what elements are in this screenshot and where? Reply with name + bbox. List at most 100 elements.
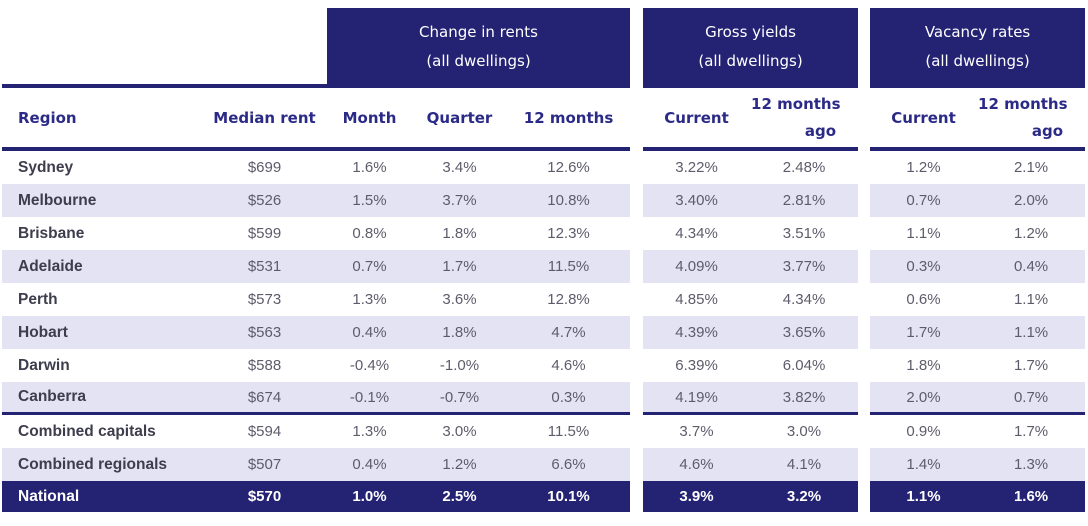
value-cell: 3.7% bbox=[412, 184, 507, 217]
group-header-row: Change in rents (all dwellings) Gross yi… bbox=[2, 8, 1086, 88]
value-cell: 12.6% bbox=[507, 151, 631, 184]
column-header-median-rent: Median rent bbox=[202, 88, 327, 151]
column-header-vac-12-months-ago: 12 months ago bbox=[977, 88, 1086, 151]
value-cell: 1.1% bbox=[977, 283, 1086, 316]
value-cell: $594 bbox=[202, 415, 327, 448]
value-cell: 1.6% bbox=[977, 481, 1086, 512]
group-title: Vacancy rates bbox=[924, 22, 1031, 41]
column-gap bbox=[858, 184, 871, 217]
column-gap bbox=[858, 382, 871, 415]
value-cell: 4.6% bbox=[643, 448, 751, 481]
value-cell: 3.0% bbox=[412, 415, 507, 448]
group-subtitle: (all dwellings) bbox=[925, 51, 1030, 70]
value-cell: 4.7% bbox=[507, 316, 631, 349]
value-cell: 0.9% bbox=[870, 415, 978, 448]
region-cell: National bbox=[2, 481, 202, 512]
region-cell: Brisbane bbox=[2, 217, 202, 250]
group-title: Change in rents bbox=[419, 22, 538, 41]
value-cell: 3.40% bbox=[643, 184, 751, 217]
value-cell: -1.0% bbox=[412, 349, 507, 382]
column-gap bbox=[858, 415, 871, 448]
table-row: Adelaide $531 0.7% 1.7% 11.5% 4.09% 3.77% 0.3% 0… bbox=[2, 250, 1086, 283]
column-gap bbox=[858, 151, 871, 184]
column-gap bbox=[858, 283, 871, 316]
value-cell: 3.22% bbox=[643, 151, 751, 184]
value-cell: 2.1% bbox=[977, 151, 1086, 184]
value-cell: $699 bbox=[202, 151, 327, 184]
value-cell: $573 bbox=[202, 283, 327, 316]
column-header-region: Region bbox=[2, 88, 202, 151]
column-header-12-months: 12 months bbox=[507, 88, 631, 151]
value-cell: 3.6% bbox=[412, 283, 507, 316]
group-header-empty bbox=[2, 8, 327, 88]
column-gap bbox=[858, 448, 871, 481]
group-header-change-in-rents: Change in rents (all dwellings) bbox=[327, 8, 631, 88]
value-cell: 1.4% bbox=[870, 448, 978, 481]
value-cell: $526 bbox=[202, 184, 327, 217]
column-gap bbox=[858, 217, 871, 250]
column-gap bbox=[858, 88, 871, 151]
value-cell: 4.09% bbox=[643, 250, 751, 283]
value-cell: 3.77% bbox=[750, 250, 859, 283]
value-cell: 3.4% bbox=[412, 151, 507, 184]
table-row: Combined capitals $594 1.3% 3.0% 11.5% 3.7% 3.… bbox=[2, 415, 1086, 448]
value-cell: 1.7% bbox=[977, 415, 1086, 448]
value-cell: 3.0% bbox=[750, 415, 859, 448]
page: Change in rents (all dwellings) Gross yi… bbox=[2, 8, 1086, 512]
column-gap bbox=[630, 316, 644, 349]
column-gap bbox=[630, 415, 644, 448]
value-cell: $588 bbox=[202, 349, 327, 382]
value-cell: 4.34% bbox=[750, 283, 859, 316]
column-header-row: Region Median rent Month Quarter 12 mont… bbox=[2, 88, 1086, 151]
value-cell: $531 bbox=[202, 250, 327, 283]
column-header-gy-current: Current bbox=[643, 88, 751, 151]
value-cell: 1.2% bbox=[412, 448, 507, 481]
value-cell: 4.39% bbox=[643, 316, 751, 349]
value-cell: 3.65% bbox=[750, 316, 859, 349]
column-gap bbox=[630, 250, 644, 283]
value-cell: 1.1% bbox=[977, 316, 1086, 349]
column-gap bbox=[630, 283, 644, 316]
column-header-gy-12-months-ago: 12 months ago bbox=[750, 88, 859, 151]
column-gap bbox=[630, 448, 644, 481]
column-gap bbox=[858, 349, 871, 382]
value-cell: 10.1% bbox=[507, 481, 631, 512]
table-row: Hobart $563 0.4% 1.8% 4.7% 4.39% 3.65% 1.7% 1.1% bbox=[2, 316, 1086, 349]
value-cell: 1.5% bbox=[327, 184, 412, 217]
header-line: ago bbox=[804, 121, 837, 140]
value-cell: $674 bbox=[202, 382, 327, 415]
header-line: ago bbox=[1031, 121, 1064, 140]
column-gap bbox=[630, 382, 644, 415]
column-gap bbox=[630, 217, 644, 250]
region-cell: Combined capitals bbox=[2, 415, 202, 448]
value-cell: 1.3% bbox=[327, 283, 412, 316]
rental-summary-table: Change in rents (all dwellings) Gross yi… bbox=[2, 8, 1086, 512]
region-cell: Canberra bbox=[2, 382, 202, 415]
table-row: National $570 1.0% 2.5% 10.1% 3.9% 3.2% 1.1% 1.6… bbox=[2, 481, 1086, 512]
value-cell: 3.51% bbox=[750, 217, 859, 250]
column-gap bbox=[630, 151, 644, 184]
group-header-vacancy-rates: Vacancy rates (all dwellings) bbox=[870, 8, 1086, 88]
table-row: Brisbane $599 0.8% 1.8% 12.3% 4.34% 3.51% 1.1% 1… bbox=[2, 217, 1086, 250]
table-row: Melbourne $526 1.5% 3.7% 10.8% 3.40% 2.81% 0.7%… bbox=[2, 184, 1086, 217]
column-gap bbox=[630, 481, 644, 512]
value-cell: 2.0% bbox=[870, 382, 978, 415]
value-cell: 2.0% bbox=[977, 184, 1086, 217]
value-cell: 1.3% bbox=[327, 415, 412, 448]
value-cell: 11.5% bbox=[507, 415, 631, 448]
value-cell: 0.4% bbox=[327, 316, 412, 349]
value-cell: 12.8% bbox=[507, 283, 631, 316]
value-cell: 1.7% bbox=[977, 349, 1086, 382]
value-cell: 6.04% bbox=[750, 349, 859, 382]
value-cell: 0.7% bbox=[327, 250, 412, 283]
column-gap bbox=[630, 349, 644, 382]
value-cell: 1.1% bbox=[870, 217, 978, 250]
value-cell: 2.81% bbox=[750, 184, 859, 217]
region-cell: Sydney bbox=[2, 151, 202, 184]
value-cell: 4.85% bbox=[643, 283, 751, 316]
value-cell: 0.4% bbox=[977, 250, 1086, 283]
value-cell: 3.7% bbox=[643, 415, 751, 448]
value-cell: 1.1% bbox=[870, 481, 978, 512]
value-cell: 1.2% bbox=[870, 151, 978, 184]
value-cell: 1.2% bbox=[977, 217, 1086, 250]
